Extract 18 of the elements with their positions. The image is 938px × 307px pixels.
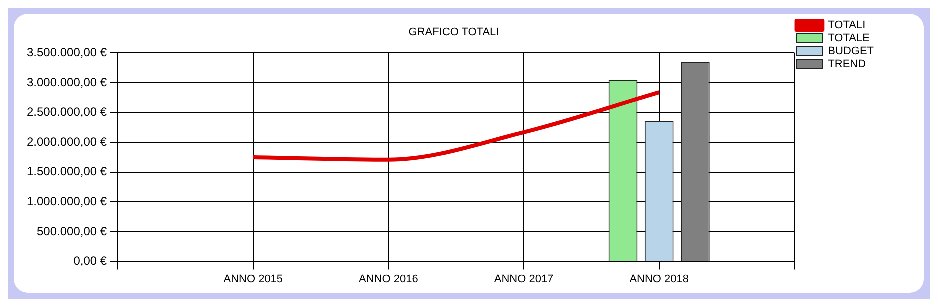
- legend-label: TOTALE: [828, 32, 870, 45]
- chart-title: GRAFICO TOTALI: [408, 26, 500, 39]
- y-tick-label: 3.000.000,00 €: [26, 75, 108, 90]
- x-tick-label: ANNO 2015: [224, 273, 284, 286]
- y-tick-label: 1.500.000,00 €: [26, 164, 108, 179]
- y-tick-label: 500.000,00 €: [36, 224, 108, 238]
- line-series: [251, 90, 662, 162]
- x-tick-label: ANNO 2018: [630, 273, 689, 286]
- x-tick-label: ANNO 2016: [359, 273, 418, 286]
- legend-label: BUDGET: [828, 46, 874, 58]
- y-tick-label: 2.000.000,00 €: [26, 134, 108, 149]
- y-tick-label: 2.500.000,00 €: [26, 105, 108, 120]
- y-tick-label: 0,00 €: [74, 254, 108, 268]
- y-tick-label: 1.000.000,00 €: [26, 194, 108, 209]
- y-tick-label: 3.500.000,00 €: [26, 46, 108, 60]
- legend-label: TREND: [828, 58, 866, 71]
- x-tick-label: ANNO 2017: [494, 273, 554, 286]
- legend-label: TOTALI: [828, 20, 866, 32]
